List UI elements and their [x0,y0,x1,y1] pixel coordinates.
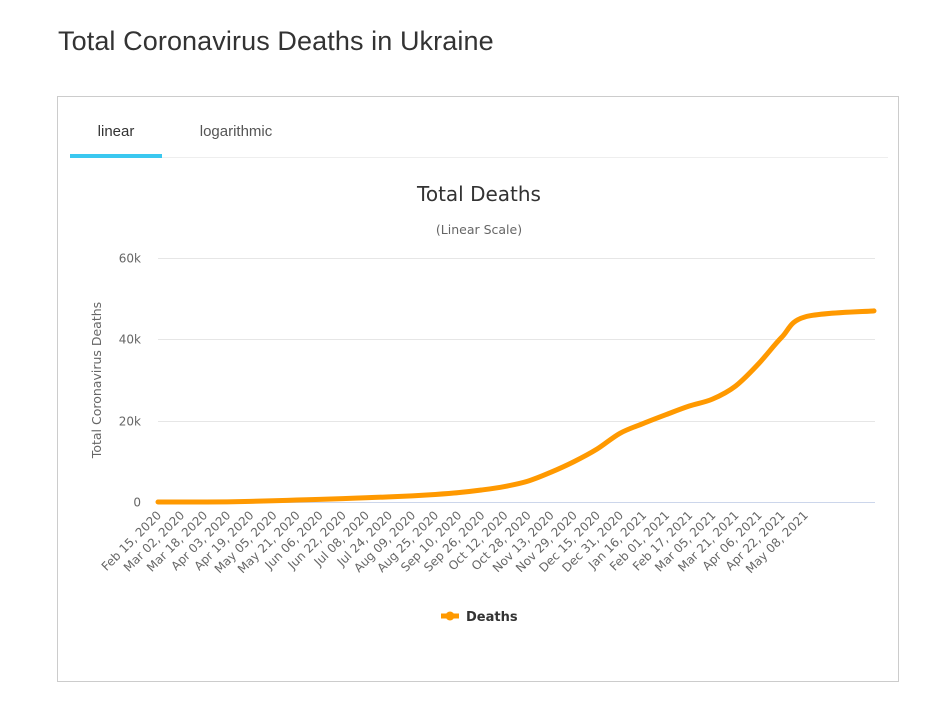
chart-subtitle: (Linear Scale) [436,222,522,237]
tab-logarithmic[interactable]: logarithmic [199,123,273,140]
legend-marker-icon [445,611,455,621]
y-tick-label: 0 [133,496,141,510]
deaths-series-line[interactable] [155,308,877,505]
chart-card: linear logarithmic [57,96,899,682]
scale-tabs: linear logarithmic [70,97,888,158]
legend-item-deaths[interactable]: Deaths [441,610,518,625]
tab-linear[interactable]: linear [70,97,162,158]
gridlines [158,258,875,422]
y-axis-title: Total Coronavirus Deaths [89,302,104,459]
page-title: Total Coronavirus Deaths in Ukraine [58,26,494,56]
chart-title: Total Deaths [416,182,541,206]
y-tick-label: 20k [119,415,141,429]
legend-label: Deaths [466,610,518,625]
y-tick-label: 40k [119,333,141,347]
y-tick-label: 60k [119,252,141,266]
y-axis-ticks: 0 20k 40k 60k [119,252,141,510]
